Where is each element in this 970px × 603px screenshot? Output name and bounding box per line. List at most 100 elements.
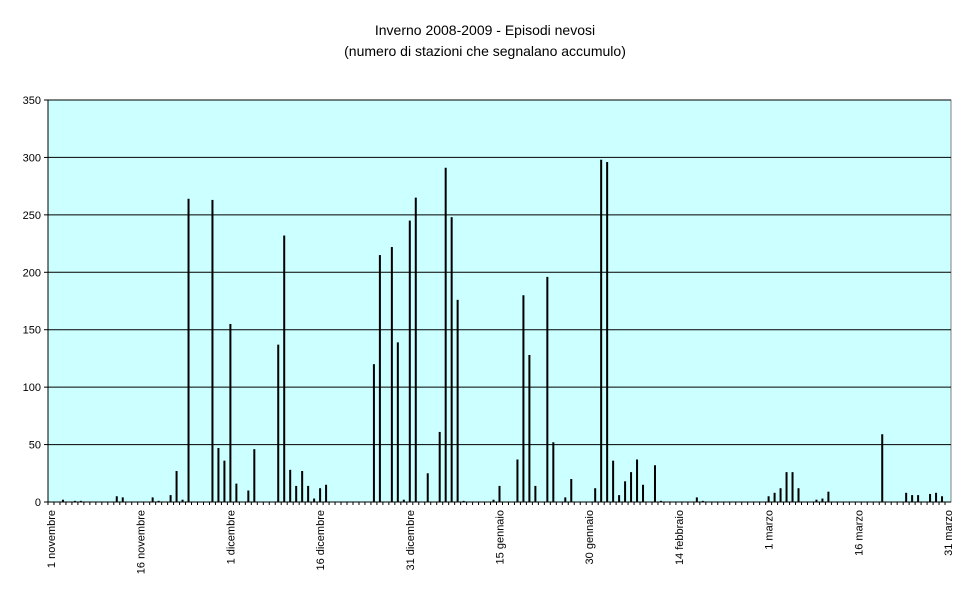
bar xyxy=(181,499,184,502)
y-tick-label: 300 xyxy=(23,152,41,164)
bar xyxy=(642,484,645,502)
bar xyxy=(630,472,633,502)
bar xyxy=(235,483,238,502)
bar xyxy=(600,159,603,502)
bar xyxy=(247,490,250,502)
x-tick-label: 14 febbraio xyxy=(674,510,686,565)
x-tick-label: 16 novembre xyxy=(136,510,148,574)
bar xyxy=(396,342,399,502)
bar xyxy=(522,295,525,502)
bar xyxy=(570,479,573,502)
bar xyxy=(552,442,555,502)
bar xyxy=(701,500,704,502)
x-tick-label: 16 marzo xyxy=(853,510,865,556)
bar xyxy=(217,448,220,502)
bar xyxy=(253,449,256,502)
x-tick-label: 31 marzo xyxy=(943,510,955,556)
bar xyxy=(941,496,944,502)
bar xyxy=(546,276,549,502)
bar xyxy=(79,500,82,502)
bar xyxy=(283,235,286,502)
bar xyxy=(935,492,938,502)
x-tick-label: 15 gennaio xyxy=(495,510,507,564)
bar xyxy=(73,500,76,502)
bar xyxy=(528,354,531,502)
bar xyxy=(767,496,770,502)
bar xyxy=(277,344,280,502)
x-tick-label: 1 marzo xyxy=(764,510,776,550)
bar xyxy=(791,472,794,502)
bar xyxy=(151,497,154,502)
bar xyxy=(797,488,800,502)
y-tick-label: 150 xyxy=(23,325,41,337)
bar xyxy=(61,499,64,502)
y-tick-label: 100 xyxy=(23,382,41,394)
bar xyxy=(624,481,627,502)
bar xyxy=(175,470,178,502)
bar xyxy=(426,473,429,502)
bar xyxy=(295,485,298,502)
bar xyxy=(636,459,639,502)
bar xyxy=(187,198,190,502)
bar xyxy=(695,497,698,502)
bar xyxy=(905,492,908,502)
bar xyxy=(659,500,662,502)
bar xyxy=(498,485,501,502)
bar xyxy=(313,498,316,502)
x-tick-label: 31 dicembre xyxy=(405,510,417,571)
bar xyxy=(211,199,214,502)
bar xyxy=(534,485,537,502)
bar xyxy=(289,469,292,502)
bar xyxy=(773,492,776,502)
x-tick-label: 30 gennaio xyxy=(584,510,596,564)
bar xyxy=(821,498,824,502)
bar xyxy=(917,495,920,502)
bar xyxy=(229,323,232,502)
bar xyxy=(450,217,453,502)
bar xyxy=(779,488,782,502)
bar xyxy=(408,220,411,502)
bar xyxy=(402,499,405,502)
x-tick-label: 16 dicembre xyxy=(315,510,327,571)
y-tick-label: 50 xyxy=(29,440,41,452)
bar xyxy=(438,431,441,502)
bar xyxy=(378,255,381,502)
bar xyxy=(462,500,465,502)
bar xyxy=(815,499,818,502)
bar xyxy=(444,167,447,502)
y-tick-label: 350 xyxy=(23,95,41,107)
bar xyxy=(223,460,226,502)
y-tick-label: 0 xyxy=(35,497,41,509)
plot-area xyxy=(47,99,952,503)
bar xyxy=(911,495,914,502)
bar xyxy=(115,496,118,502)
bar xyxy=(785,472,788,502)
bar xyxy=(301,470,304,502)
y-tick-label: 200 xyxy=(23,267,41,279)
bar xyxy=(456,299,459,502)
bar xyxy=(319,488,322,502)
bar xyxy=(653,465,656,502)
bar xyxy=(372,364,375,502)
bar xyxy=(121,497,124,502)
bar xyxy=(606,162,609,502)
bar xyxy=(929,493,932,502)
bar xyxy=(564,497,567,502)
bar xyxy=(618,495,621,502)
bar xyxy=(390,247,393,502)
bar xyxy=(325,484,328,502)
bar xyxy=(307,485,310,502)
bar xyxy=(169,495,172,502)
bar xyxy=(516,459,519,502)
x-tick-label: 1 novembre xyxy=(46,510,58,568)
bar xyxy=(492,499,495,502)
y-tick-label: 250 xyxy=(23,210,41,222)
bar xyxy=(827,491,830,502)
bar xyxy=(612,460,615,502)
bar xyxy=(594,488,597,502)
bar xyxy=(157,500,160,502)
bar xyxy=(414,197,417,502)
bar xyxy=(881,434,884,502)
chart-subtitle: (numero di stazioni che segnalano accumu… xyxy=(344,43,626,59)
